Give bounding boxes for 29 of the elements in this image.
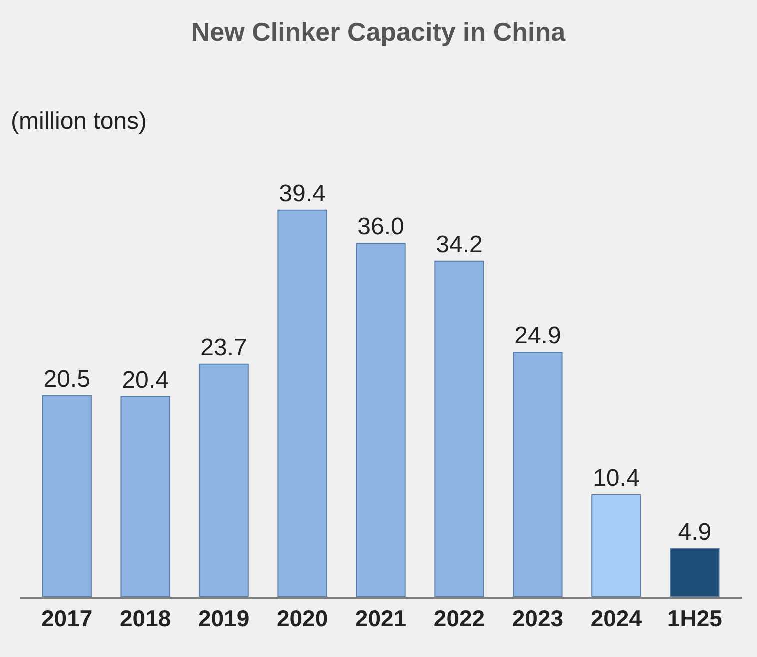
data-label: 10.4 (593, 464, 640, 492)
x-tick-label: 2022 (434, 606, 486, 632)
x-tick-label: 1H25 (667, 606, 723, 632)
data-label: 23.7 (200, 334, 248, 362)
chart-title: New Clinker Capacity in China (191, 17, 566, 48)
bar (592, 494, 642, 597)
x-tick-label: 2019 (198, 606, 250, 632)
x-tick-label: 2020 (276, 606, 328, 632)
chart-subtitle: (million tons) (11, 108, 148, 135)
bar (356, 243, 406, 597)
data-label: 36.0 (358, 214, 404, 241)
data-label: 20.4 (122, 366, 169, 394)
bar (120, 396, 170, 597)
x-tick-label: 2024 (590, 606, 642, 632)
data-label: 20.5 (44, 366, 90, 393)
data-label: 4.9 (678, 518, 712, 546)
bar (670, 548, 720, 597)
bar (513, 352, 563, 597)
bar (434, 260, 484, 597)
data-label: 34.2 (436, 231, 483, 258)
x-tick-label: 2023 (512, 606, 564, 632)
data-label: 24.9 (514, 322, 562, 350)
data-label: 39.4 (279, 180, 326, 208)
x-tick-label: 2017 (42, 606, 93, 632)
x-tick-label: 2018 (120, 606, 172, 632)
bar (42, 395, 92, 597)
bar (199, 364, 249, 597)
x-tick-label: 2021 (355, 606, 407, 632)
bar (278, 210, 328, 597)
